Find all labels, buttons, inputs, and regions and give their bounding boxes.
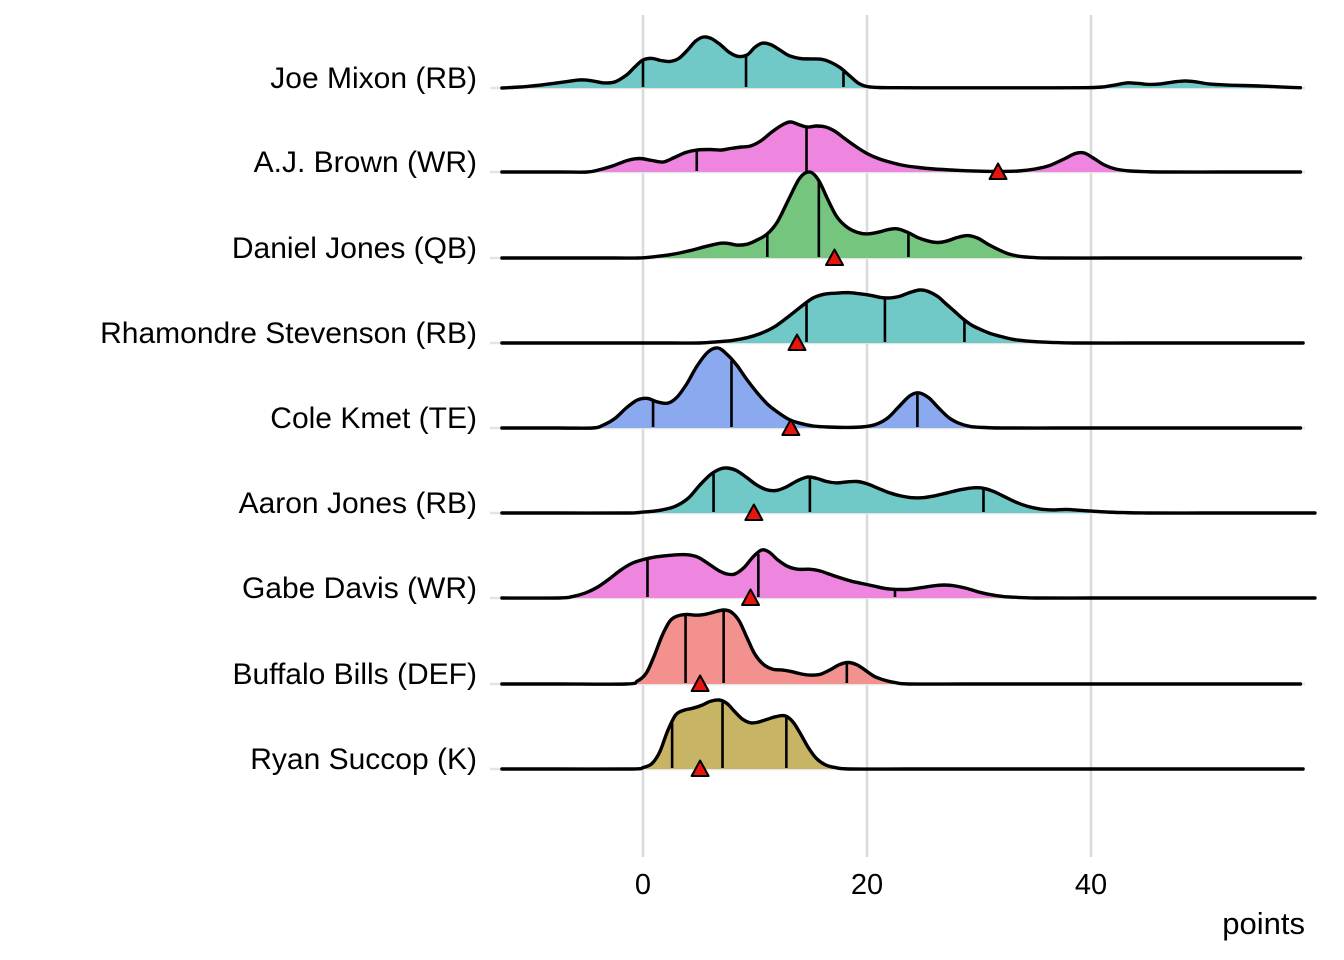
x-tick-label-20: 20	[851, 869, 883, 901]
row-label-daniel-jones: Daniel Jones (QB)	[232, 232, 477, 265]
density-outline	[500, 288, 1305, 345]
row-label-ryan-succop: Ryan Succop (K)	[250, 743, 477, 776]
actual-points-marker	[781, 418, 801, 436]
ridge-layer: Joe Mixon (RB) A.J. Brown (WR) Daniel Jone…	[100, 35, 1317, 777]
actual-points-marker	[690, 759, 710, 777]
density-outline	[500, 548, 1317, 600]
ridge-gabe-davis: Gabe Davis (WR)	[242, 548, 1317, 606]
row-label-gabe-davis: Gabe Davis (WR)	[242, 572, 477, 605]
density-fill	[501, 347, 1301, 429]
actual-points-marker	[741, 588, 761, 606]
ridge-rhamondre-stevenson: Rhamondre Stevenson (RB)	[100, 288, 1305, 351]
density-outline	[500, 466, 1317, 515]
x-tick-label-40: 40	[1075, 869, 1107, 901]
x-tick-label-0: 0	[635, 869, 651, 901]
density-outline	[500, 170, 1303, 260]
ridge-joe-mixon: Joe Mixon (RB)	[270, 35, 1305, 95]
x-axis-title: points	[1222, 906, 1305, 941]
density-outline	[500, 608, 1303, 686]
ridge-buffalo-bills: Buffalo Bills (DEF)	[232, 608, 1305, 692]
ridge-aaron-jones: Aaron Jones (RB)	[239, 466, 1317, 521]
actual-points-marker	[787, 333, 807, 351]
density-fill	[501, 36, 1301, 88]
row-label-buffalo-bills: Buffalo Bills (DEF)	[232, 658, 477, 691]
density-fill	[501, 699, 1304, 770]
ridge-a-j-brown: A.J. Brown (WR)	[254, 120, 1305, 180]
row-label-aaron-jones: Aaron Jones (RB)	[239, 487, 477, 520]
density-fill	[501, 289, 1304, 344]
row-label-a-j-brown: A.J. Brown (WR)	[254, 146, 477, 179]
row-label-rhamondre-stevenson: Rhamondre Stevenson (RB)	[100, 317, 477, 350]
ridge-cole-kmet: Cole Kmet (TE)	[270, 346, 1305, 436]
density-outline	[500, 346, 1303, 430]
density-outline	[500, 698, 1305, 771]
density-outline	[500, 35, 1303, 90]
density-fill	[501, 610, 1301, 685]
ridge-daniel-jones: Daniel Jones (QB)	[232, 170, 1305, 266]
x-axis: 0 20 40	[635, 847, 1107, 901]
density-outline	[500, 120, 1303, 174]
density-fill	[501, 121, 1301, 173]
density-fill	[501, 171, 1301, 259]
actual-points-marker	[988, 162, 1008, 180]
density-fill	[501, 467, 1315, 514]
row-label-joe-mixon: Joe Mixon (RB)	[270, 62, 477, 95]
actual-points-marker	[690, 674, 710, 692]
actual-points-marker	[744, 503, 764, 521]
row-label-cole-kmet: Cole Kmet (TE)	[270, 402, 477, 435]
ridge-ryan-succop: Ryan Succop (K)	[250, 698, 1305, 777]
actual-points-marker	[825, 248, 845, 266]
